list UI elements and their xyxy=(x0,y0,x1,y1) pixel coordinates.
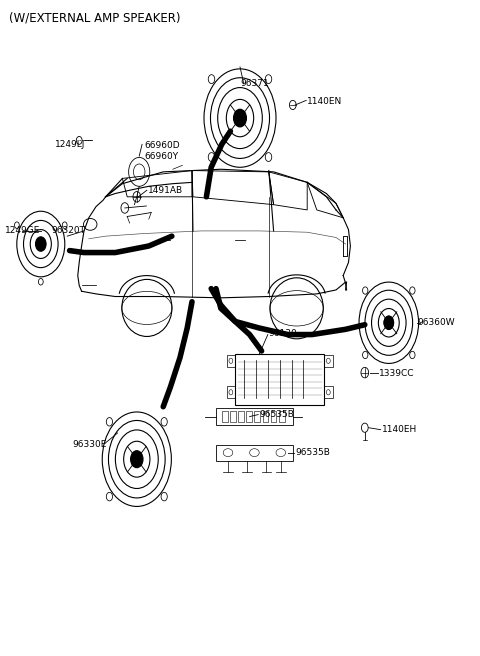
Text: 1140EN: 1140EN xyxy=(307,97,342,106)
Bar xyxy=(222,411,228,422)
Text: (W/EXTERNAL AMP SPEAKER): (W/EXTERNAL AMP SPEAKER) xyxy=(9,12,180,25)
Text: 96360W: 96360W xyxy=(418,318,455,327)
Text: 1249LJ: 1249LJ xyxy=(55,140,85,149)
Text: 66960Y: 66960Y xyxy=(144,152,178,161)
Bar xyxy=(246,411,252,422)
Bar xyxy=(235,354,324,405)
Bar xyxy=(324,355,333,367)
Text: 96320T: 96320T xyxy=(52,226,86,236)
Bar xyxy=(216,408,293,425)
Text: 1140EH: 1140EH xyxy=(382,425,417,434)
Bar xyxy=(263,411,268,422)
Text: 1249GE: 1249GE xyxy=(5,226,40,236)
Text: 96371: 96371 xyxy=(240,79,269,89)
Bar xyxy=(238,411,244,422)
Bar xyxy=(324,386,333,398)
Text: 96535B: 96535B xyxy=(259,410,294,419)
Bar xyxy=(227,355,235,367)
Bar xyxy=(279,411,285,422)
Text: 96330E: 96330E xyxy=(72,440,107,449)
Circle shape xyxy=(384,316,394,330)
Bar xyxy=(271,411,276,422)
Circle shape xyxy=(131,451,143,468)
Bar xyxy=(216,445,293,461)
Circle shape xyxy=(233,110,247,127)
Text: 1491AB: 1491AB xyxy=(148,186,183,195)
Text: 96130: 96130 xyxy=(269,329,298,338)
Bar xyxy=(254,411,260,422)
Text: 96535B: 96535B xyxy=(295,448,330,457)
Bar xyxy=(230,411,236,422)
Text: 1339CC: 1339CC xyxy=(379,369,415,379)
Circle shape xyxy=(36,237,46,251)
Bar xyxy=(227,386,235,398)
Text: 66960D: 66960D xyxy=(144,141,180,150)
